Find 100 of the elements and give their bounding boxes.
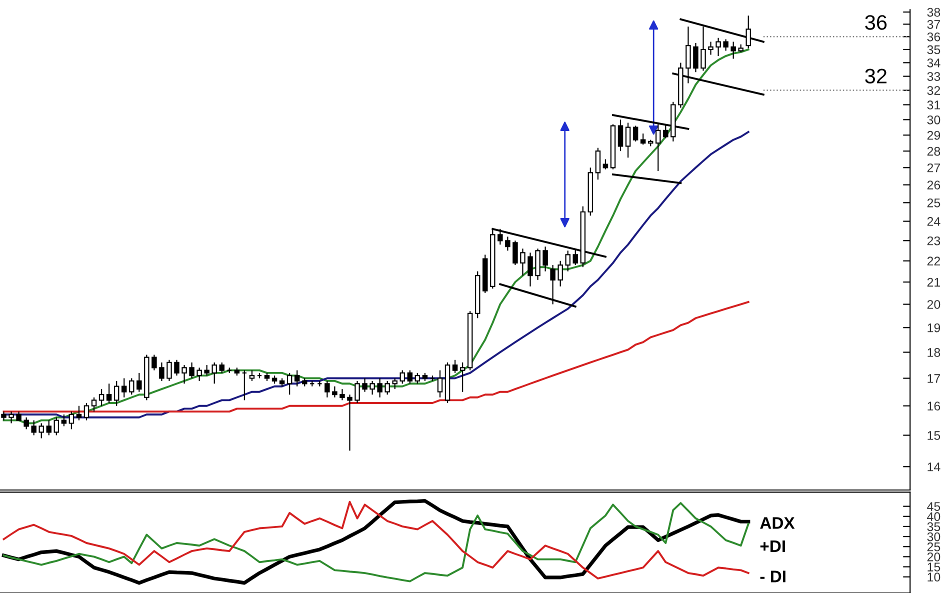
y-tick-label: 27	[927, 163, 940, 172]
y-tick-label: 24	[927, 217, 940, 226]
series-label: - DI	[760, 570, 786, 582]
candlestick	[730, 41, 736, 60]
candlestick	[152, 354, 157, 371]
candlestick	[460, 362, 466, 392]
candlestick	[61, 414, 67, 427]
candlestick	[324, 380, 330, 398]
y-tick-label: 38	[927, 8, 940, 17]
y-tick-label: 21	[927, 278, 940, 287]
candlestick	[136, 372, 142, 392]
candlestick	[414, 372, 420, 384]
y-tick-label: 15	[928, 562, 940, 572]
y-tick-label: 17	[928, 374, 940, 383]
candlestick	[347, 394, 352, 452]
y-tick-label: 25	[927, 542, 940, 552]
candlestick	[558, 260, 563, 287]
candlestick	[114, 380, 120, 406]
candlestick	[505, 236, 510, 252]
y-tick-label: 36	[927, 32, 940, 42]
candlestick	[542, 246, 548, 272]
candlestick	[716, 37, 721, 57]
candlestick	[595, 147, 601, 180]
y-tick-label: 20	[927, 300, 940, 309]
y-tick-label: 10	[928, 572, 940, 582]
candlestick	[54, 416, 60, 436]
candlestick	[38, 422, 44, 439]
y-tick-label: 15	[928, 431, 940, 440]
y-tick-label: 33	[927, 72, 940, 81]
candlestick	[520, 248, 526, 276]
candlestick	[602, 158, 608, 170]
candlestick	[384, 380, 390, 396]
y-tick-label: 30	[927, 532, 940, 542]
y-tick-label: 14	[928, 462, 940, 472]
candlestick	[452, 359, 458, 374]
candlestick	[76, 405, 82, 421]
y-tick-label: 34	[927, 58, 940, 68]
y-tick-label: 32	[927, 86, 940, 95]
candlestick	[286, 372, 292, 396]
candlestick	[159, 362, 164, 382]
candlestick	[204, 364, 210, 376]
y-tick-label: 28	[927, 146, 940, 156]
y-tick-label: 37	[927, 20, 940, 29]
candlestick	[392, 378, 398, 390]
candlestick	[174, 359, 180, 376]
ref-line-label: 36	[865, 15, 887, 30]
candlestick	[377, 378, 382, 398]
ref-line-label: 32	[865, 68, 886, 84]
candlestick	[182, 364, 187, 384]
y-tick-label: 31	[927, 100, 940, 110]
y-tick-label: 26	[927, 180, 940, 190]
candlestick	[106, 383, 112, 404]
candlestick	[8, 411, 14, 424]
candlestick	[618, 119, 624, 152]
candlestick	[91, 396, 97, 412]
candlestick	[98, 388, 104, 406]
y-tick-label: 23	[927, 236, 940, 246]
candlestick	[84, 402, 90, 421]
candlestick	[189, 362, 194, 379]
candlestick	[723, 38, 728, 52]
candlestick	[708, 41, 714, 56]
candlestick	[625, 122, 631, 158]
y-tick-label: 40	[927, 512, 940, 522]
candlestick	[640, 132, 646, 146]
candlestick	[31, 420, 36, 436]
y-tick-label: 35	[927, 45, 940, 54]
candlestick	[219, 362, 224, 374]
candlestick	[166, 359, 172, 382]
candlestick	[46, 420, 52, 436]
y-tick-label: 30	[927, 115, 940, 124]
candlestick	[512, 240, 518, 266]
candlestick	[294, 370, 300, 387]
candlestick	[249, 370, 255, 382]
series-label: ADX	[760, 517, 795, 529]
candlestick	[370, 380, 375, 396]
y-tick-label: 22	[927, 256, 940, 266]
candlestick	[332, 386, 338, 398]
candlestick	[632, 125, 638, 142]
candlestick	[400, 370, 406, 384]
y-tick-label: 18	[928, 348, 940, 357]
candlestick	[362, 378, 368, 392]
candlestick	[68, 411, 74, 430]
candlestick	[129, 378, 134, 396]
y-tick-label: 20	[927, 552, 940, 562]
candlestick	[354, 380, 360, 404]
candlestick	[437, 370, 443, 398]
candlestick	[528, 252, 533, 287]
y-tick-label: 35	[927, 522, 940, 532]
candlestick	[407, 370, 413, 384]
y-tick-label: 29	[927, 130, 940, 140]
candlestick	[693, 42, 698, 73]
series-label: +DI	[760, 540, 785, 552]
candlestick	[121, 378, 127, 398]
candlestick	[565, 250, 570, 272]
y-tick-label: 16	[928, 402, 940, 411]
y-tick-label: 19	[928, 323, 940, 332]
candlestick	[340, 388, 345, 401]
candlestick	[212, 362, 217, 384]
y-tick-label: 45	[927, 502, 940, 511]
candlestick	[24, 416, 29, 430]
